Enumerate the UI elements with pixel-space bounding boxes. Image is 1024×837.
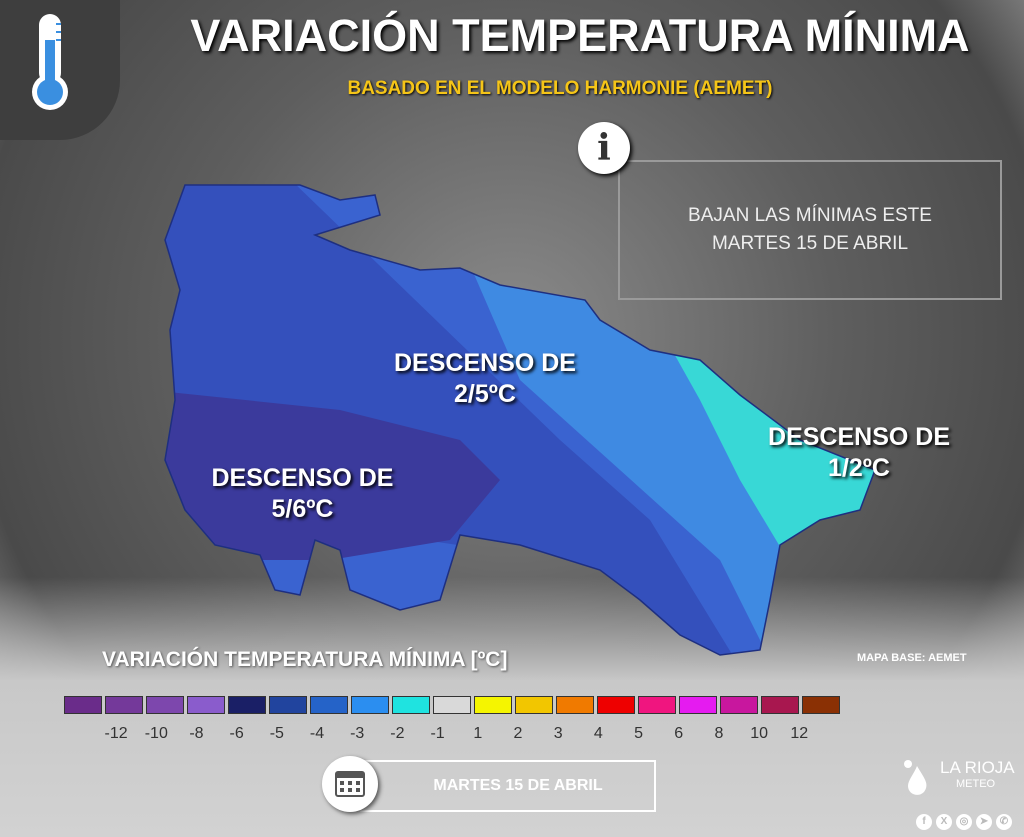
legend-tick: -6	[229, 725, 244, 742]
legend-ticks: -12 -10 -8 -6 -5 -4 -3 -2 -1 1 2 3 4 5 6 8 10 12	[96, 725, 819, 743]
instagram-icon[interactable]: ◎	[956, 814, 972, 830]
legend-swatch	[638, 696, 676, 714]
legend-tick: -1	[430, 725, 445, 742]
legend-swatch	[556, 696, 594, 714]
brand-sub: METEO	[956, 778, 996, 790]
la-rioja-map	[164, 184, 876, 656]
legend-tick: 6	[674, 725, 684, 742]
legend-swatch	[761, 696, 799, 714]
legend-swatch	[433, 696, 471, 714]
subtitle: BASADO EN EL MODELO HARMONIE (AEMET)	[347, 78, 773, 99]
legend-tick: -12	[104, 725, 128, 742]
legend-tick: -10	[144, 725, 168, 742]
legend-swatch	[597, 696, 635, 714]
brand-name: LA RIOJA	[940, 758, 1015, 777]
info-line: MARTES 15 DE ABRIL	[711, 233, 909, 254]
legend-tick: 5	[634, 725, 643, 742]
calendar-badge	[322, 756, 378, 812]
info-box: BAJAN LAS MÍNIMAS ESTE MARTES 15 DE ABRIL	[618, 160, 1002, 300]
legend-swatch	[105, 696, 143, 714]
legend-tick: -2	[390, 725, 405, 742]
date-box: MARTES 15 DE ABRIL	[360, 760, 656, 812]
legend-title: VARIACIÓN TEMPERATURA MÍNIMA [ºC]	[102, 648, 508, 671]
drop-leaf-icon	[904, 760, 927, 795]
zone-deep	[165, 390, 500, 560]
social-links: f X ◎ ➤ ✆	[916, 814, 1012, 830]
legend-tick: -8	[189, 725, 204, 742]
legend-swatch	[146, 696, 184, 714]
brand-logo: LA RIOJA METEO	[904, 758, 1015, 795]
legend-swatch	[228, 696, 266, 714]
legend-swatch	[187, 696, 225, 714]
info-icon: i	[578, 122, 630, 174]
legend-swatch	[310, 696, 348, 714]
legend-swatch	[515, 696, 553, 714]
legend-tick: 8	[714, 725, 724, 742]
legend-tick: 10	[750, 725, 768, 742]
thermometer-icon	[32, 14, 68, 110]
legend-tick: -4	[309, 725, 325, 742]
map-label-southwest: DESCENSO DE 5/6ºC	[211, 464, 394, 523]
legend-tick: 12	[790, 725, 809, 742]
legend-tick: -5	[269, 725, 284, 742]
info-line: BAJAN LAS MÍNIMAS ESTE	[688, 205, 932, 226]
legend-swatch	[720, 696, 758, 714]
telegram-icon[interactable]: ➤	[976, 814, 992, 830]
legend-tick: -3	[350, 725, 365, 742]
legend-tick: 3	[553, 725, 563, 742]
map-label-east: DESCENSO DE 1/2ºC	[768, 423, 950, 482]
legend-swatch	[269, 696, 307, 714]
legend-tick: 2	[513, 725, 523, 742]
x-icon[interactable]: X	[936, 814, 952, 830]
legend-swatch	[679, 696, 717, 714]
zone-dark	[165, 185, 760, 655]
page-title: VARIACIÓN TEMPERATURA MÍNIMA	[190, 10, 970, 61]
legend-swatch	[64, 696, 102, 714]
calendar-icon	[335, 771, 365, 797]
legend-swatches	[64, 696, 840, 714]
whatsapp-icon[interactable]: ✆	[996, 814, 1012, 830]
legend-swatch	[802, 696, 840, 714]
facebook-icon[interactable]: f	[916, 814, 932, 830]
legend-tick: 4	[593, 725, 603, 742]
legend-swatch	[392, 696, 430, 714]
thermometer-badge	[0, 0, 120, 140]
map-credit: MAPA BASE: AEMET	[857, 652, 967, 664]
map-label-center: DESCENSO DE 2/5ºC	[394, 349, 576, 408]
legend-swatch	[351, 696, 389, 714]
legend-swatch	[474, 696, 512, 714]
legend-tick: 1	[473, 725, 483, 742]
